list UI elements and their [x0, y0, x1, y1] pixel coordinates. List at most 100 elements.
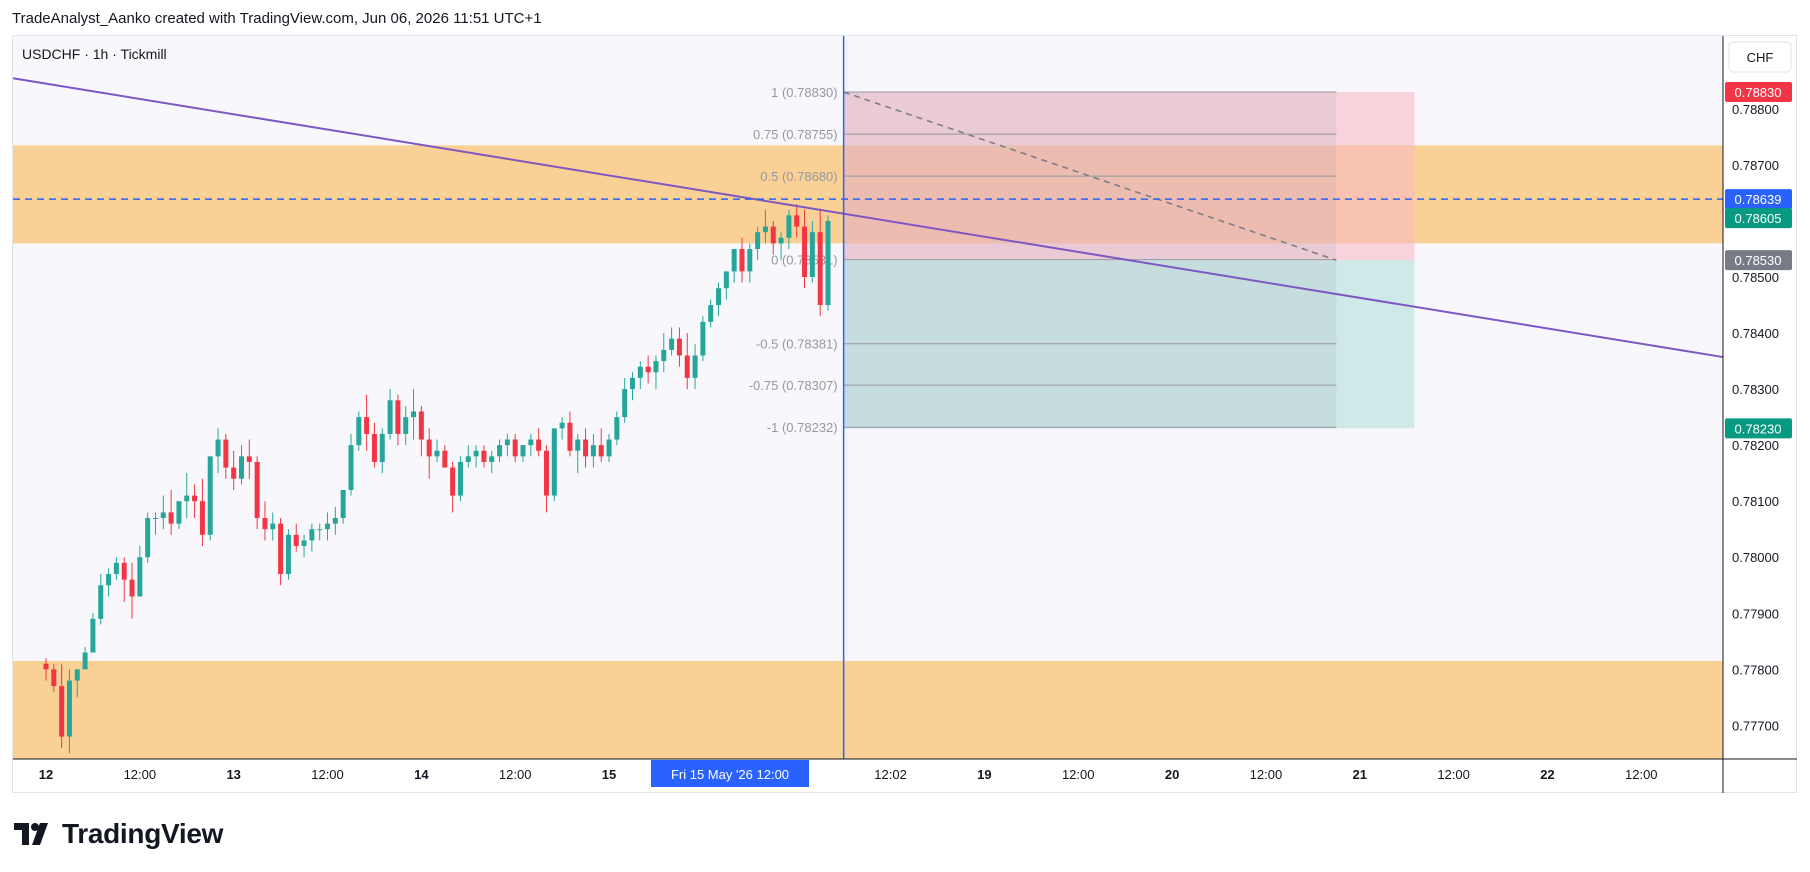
candle-body[interactable]: [43, 663, 49, 670]
candle-body[interactable]: [731, 248, 737, 272]
currency-button[interactable]: [1728, 41, 1792, 73]
candle-body[interactable]: [270, 523, 276, 530]
candle-body[interactable]: [637, 366, 643, 378]
candle-body[interactable]: [332, 518, 338, 524]
candle-body[interactable]: [129, 579, 135, 597]
candle-body[interactable]: [809, 232, 815, 277]
candle-body[interactable]: [755, 232, 761, 249]
candle-body[interactable]: [262, 518, 268, 530]
candle-body[interactable]: [583, 439, 589, 457]
candle-body[interactable]: [489, 456, 495, 462]
candle-body[interactable]: [528, 439, 534, 446]
candle-body[interactable]: [802, 226, 808, 277]
candle-body[interactable]: [716, 288, 722, 306]
candle-body[interactable]: [473, 450, 479, 457]
candle-body[interactable]: [317, 529, 323, 531]
candle-body[interactable]: [426, 439, 432, 457]
candle-body[interactable]: [770, 226, 776, 244]
candle-body[interactable]: [762, 226, 768, 233]
candle-body[interactable]: [457, 461, 463, 496]
candle-body[interactable]: [708, 305, 714, 322]
candle-body[interactable]: [590, 445, 596, 457]
candle-body[interactable]: [786, 215, 792, 238]
candle-body[interactable]: [630, 377, 635, 390]
fib-diagonal-dashed-line[interactable]: [843, 91, 1337, 261]
candle-body[interactable]: [778, 237, 784, 244]
candle-body[interactable]: [418, 411, 424, 440]
candle-body[interactable]: [356, 417, 362, 446]
candle-body[interactable]: [567, 422, 573, 451]
candle-body[interactable]: [379, 433, 385, 462]
candle-body[interactable]: [669, 338, 675, 350]
candle-body[interactable]: [504, 439, 510, 446]
candle-body[interactable]: [215, 439, 221, 457]
candle-body[interactable]: [285, 534, 291, 575]
supply-demand-zone-1[interactable]: [13, 660, 1723, 759]
candle-body[interactable]: [676, 338, 682, 356]
candle-body[interactable]: [520, 445, 526, 457]
candle-body[interactable]: [152, 518, 158, 519]
candle-body[interactable]: [223, 439, 229, 468]
candle-body[interactable]: [450, 467, 456, 496]
candle-body[interactable]: [176, 501, 182, 524]
candle-body[interactable]: [278, 523, 284, 575]
candle-body[interactable]: [90, 618, 96, 653]
candle-body[interactable]: [700, 321, 706, 356]
candle-body[interactable]: [817, 232, 823, 306]
candle-body[interactable]: [348, 445, 354, 490]
candle-body[interactable]: [481, 450, 487, 462]
candle-body[interactable]: [387, 400, 393, 434]
candle-body[interactable]: [207, 456, 213, 535]
candle-body[interactable]: [465, 456, 471, 462]
candle-body[interactable]: [661, 349, 667, 362]
trend-line[interactable]: [12, 77, 1724, 359]
candle-body[interactable]: [82, 652, 88, 670]
tradingview-logo[interactable]: TradingView: [14, 818, 223, 850]
candle-body[interactable]: [543, 450, 549, 496]
candle-body[interactable]: [98, 585, 104, 619]
candle-body[interactable]: [371, 433, 377, 462]
candle-body[interactable]: [794, 215, 800, 227]
candle-body[interactable]: [622, 389, 628, 418]
candle-body[interactable]: [51, 669, 57, 687]
candle-body[interactable]: [254, 461, 260, 518]
candle-body[interactable]: [168, 512, 174, 524]
candle-body[interactable]: [106, 574, 112, 586]
candle-body[interactable]: [825, 220, 831, 306]
candle-body[interactable]: [160, 512, 166, 518]
candle-body[interactable]: [598, 445, 604, 457]
candle-body[interactable]: [192, 495, 198, 502]
candle-body[interactable]: [442, 450, 448, 468]
take-profit-box[interactable]: [843, 260, 1415, 429]
candle-body[interactable]: [536, 439, 542, 451]
candle-body[interactable]: [403, 417, 409, 434]
candle-body[interactable]: [497, 445, 503, 457]
candle-body[interactable]: [246, 456, 252, 462]
candle-body[interactable]: [434, 450, 440, 457]
candle-body[interactable]: [137, 557, 143, 597]
candle-body[interactable]: [184, 495, 190, 502]
candle-body[interactable]: [739, 248, 745, 272]
candle-body[interactable]: [113, 562, 119, 575]
candle-body[interactable]: [293, 534, 299, 547]
candle-body[interactable]: [575, 439, 581, 451]
candle-body[interactable]: [121, 562, 127, 580]
candle-body[interactable]: [364, 417, 370, 434]
symbol-legend[interactable]: USDCHF · 1h · Tickmill: [22, 46, 167, 62]
candle-body[interactable]: [231, 467, 237, 479]
candle-body[interactable]: [59, 686, 65, 737]
candle-body[interactable]: [309, 529, 315, 541]
candle-body[interactable]: [411, 411, 417, 418]
candle-body[interactable]: [74, 669, 80, 681]
candle-body[interactable]: [606, 439, 612, 457]
candle-body[interactable]: [325, 523, 331, 530]
candle-body[interactable]: [614, 417, 620, 440]
candle-body[interactable]: [723, 271, 729, 289]
candle-body[interactable]: [692, 355, 698, 378]
candle-body[interactable]: [645, 366, 651, 373]
candle-body[interactable]: [66, 680, 72, 737]
candle-body[interactable]: [145, 518, 151, 558]
candle-body[interactable]: [551, 428, 557, 496]
candle-body[interactable]: [239, 456, 244, 479]
